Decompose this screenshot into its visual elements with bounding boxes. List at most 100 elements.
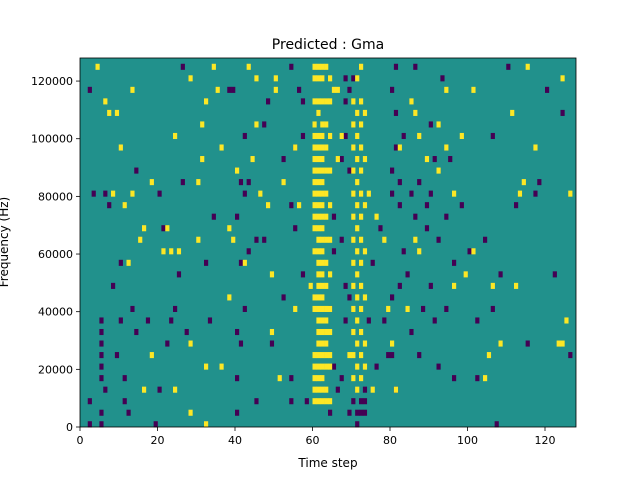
heatmap-cell-high — [312, 156, 317, 163]
heatmap-cell-high — [386, 305, 391, 312]
heatmap-cell-high — [231, 236, 236, 243]
heatmap-cell-low — [238, 259, 244, 266]
heatmap-cell-low — [347, 409, 352, 416]
heatmap-cell-low — [467, 248, 472, 255]
heatmap-cell-low — [506, 63, 511, 70]
heatmap-cell-low — [490, 305, 495, 312]
heatmap-cell-high — [417, 248, 422, 255]
heatmap-cell-high — [316, 363, 321, 370]
heatmap-cell-high — [564, 317, 569, 324]
heatmap-cell-high — [312, 363, 317, 370]
heatmap-cell-low — [111, 282, 116, 289]
heatmap-cell-high — [277, 375, 282, 382]
heatmap-cell-high — [316, 294, 321, 301]
heatmap-cell-low — [343, 75, 348, 82]
heatmap-cell-high — [320, 294, 325, 301]
heatmap-cell-low — [266, 98, 271, 105]
heatmap-cell-low — [347, 167, 352, 174]
heatmap-cell-high — [312, 63, 317, 70]
heatmap-cell-high — [362, 363, 368, 370]
heatmap-cell-low — [235, 328, 240, 336]
heatmap-cell-low — [428, 282, 433, 289]
heatmap-cell-low — [227, 86, 232, 93]
heatmap-cell-high — [204, 363, 209, 370]
heatmap-cell-high — [328, 98, 333, 105]
heatmap-cell-high — [320, 340, 325, 347]
heatmap-cell-high — [351, 190, 356, 197]
heatmap-cell-low — [335, 386, 340, 393]
heatmap-cell-low — [300, 132, 306, 140]
heatmap-cell-low — [347, 86, 352, 93]
heatmap-cell-low — [343, 98, 348, 105]
heatmap-cell-low — [390, 190, 395, 197]
heatmap-cell-high — [316, 202, 321, 209]
heatmap-cell-low — [401, 248, 406, 255]
heatmap-cell-low — [204, 259, 209, 266]
heatmap-cell-low — [401, 132, 406, 140]
heatmap-cell-low — [343, 317, 348, 324]
heatmap-cell-high — [312, 132, 317, 140]
heatmap-cell-high — [370, 386, 375, 393]
heatmap-cell-high — [173, 132, 178, 140]
heatmap-cell-high — [320, 328, 325, 336]
heatmap-cell-high — [324, 363, 329, 370]
heatmap-cell-high — [355, 132, 360, 140]
heatmap-cell-high — [316, 259, 321, 266]
heatmap-cell-high — [312, 305, 317, 312]
heatmap-cell-high — [227, 225, 232, 232]
heatmap-cell-high — [413, 236, 418, 243]
heatmap-cell-low — [498, 271, 503, 278]
heatmap-cell-high — [320, 75, 325, 82]
heatmap-cell-high — [316, 340, 321, 347]
heatmap-cell-low — [393, 109, 399, 116]
heatmap-cell-high — [188, 409, 193, 416]
heatmap-cell-high — [452, 282, 457, 289]
heatmap-cell-low — [533, 190, 538, 197]
heatmap-cell-low — [448, 156, 453, 163]
heatmap-cell-low — [99, 363, 104, 370]
heatmap-cell-high — [335, 86, 340, 93]
heatmap-cell-high — [351, 328, 356, 336]
heatmap-cell-low — [390, 352, 395, 359]
heatmap-cell-low — [382, 317, 387, 324]
heatmap-cell-high — [359, 259, 364, 266]
heatmap-cell-high — [397, 144, 402, 151]
heatmap-cell-low — [359, 409, 364, 416]
heatmap-cell-high — [355, 317, 360, 324]
heatmap-cell-high — [355, 363, 360, 370]
heatmap-cell-low — [99, 328, 104, 336]
heatmap-cell-low — [436, 363, 441, 370]
heatmap-cell-high — [359, 236, 364, 243]
heatmap-cell-high — [219, 363, 224, 370]
heatmap-cell-low — [118, 317, 123, 324]
heatmap-cell-low — [370, 259, 375, 266]
heatmap-cell-high — [328, 363, 333, 370]
heatmap-cell-low — [87, 421, 92, 428]
heatmap-cell-high — [374, 213, 379, 220]
heatmap-cell-high — [355, 202, 360, 209]
heatmap-cell-high — [320, 317, 325, 324]
heatmap-cell-high — [316, 248, 321, 255]
heatmap-cell-high — [324, 190, 329, 197]
heatmap-cell-high — [122, 202, 127, 209]
heatmap-cell-high — [359, 375, 364, 382]
heatmap-cell-high — [362, 202, 368, 209]
heatmap-cell-high — [362, 294, 368, 301]
heatmap-cell-high — [359, 282, 364, 289]
heatmap-cell-high — [111, 190, 116, 197]
heatmap-cell-high — [138, 236, 143, 243]
heatmap-cell-low — [378, 225, 383, 232]
heatmap-cell-low — [289, 375, 294, 382]
heatmap-cell-high — [320, 98, 325, 105]
x-tick-label: 40 — [228, 434, 242, 447]
heatmap-cell-low — [99, 352, 104, 359]
heatmap-cell-high — [490, 282, 495, 289]
heatmap-cell-high — [324, 236, 329, 243]
heatmap-cell-high — [316, 190, 321, 197]
heatmap-cell-high — [324, 259, 329, 266]
heatmap-cell-high — [359, 63, 364, 70]
heatmap-cell-high — [200, 156, 205, 163]
heatmap-cell-high — [362, 248, 368, 255]
heatmap-cell-high — [107, 109, 112, 116]
heatmap-cell-high — [130, 86, 135, 93]
